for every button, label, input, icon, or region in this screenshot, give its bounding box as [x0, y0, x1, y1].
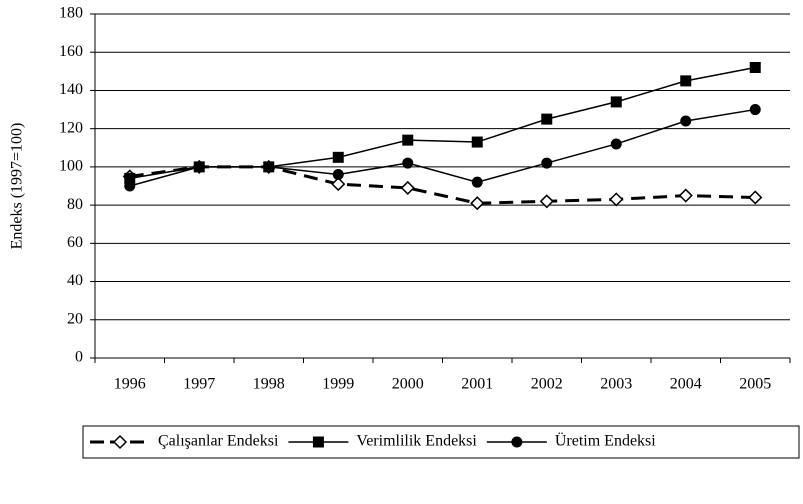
- y-tick-label: 60: [67, 234, 83, 251]
- x-tick-label: 1997: [183, 376, 215, 393]
- marker: [402, 134, 414, 146]
- marker: [400, 180, 415, 195]
- marker: [263, 161, 275, 173]
- y-tick-label: 20: [67, 310, 83, 327]
- y-tick-label: 180: [59, 5, 83, 22]
- series-line: [129, 66, 756, 180]
- marker: [539, 194, 554, 209]
- y-tick-label: 140: [59, 81, 83, 98]
- x-tick-label: 1999: [322, 376, 354, 393]
- marker: [680, 115, 692, 127]
- marker: [471, 176, 483, 188]
- y-axis-title: Endeks (1997=100): [9, 123, 26, 250]
- marker: [402, 157, 414, 169]
- x-tick-label: 2001: [461, 376, 493, 393]
- marker: [749, 104, 761, 116]
- marker: [332, 151, 344, 163]
- marker: [541, 157, 553, 169]
- marker: [124, 180, 136, 192]
- series-line: [129, 165, 756, 205]
- y-tick-label: 100: [59, 158, 83, 175]
- x-tick-label: 2003: [600, 376, 632, 393]
- marker: [609, 192, 624, 207]
- y-tick-label: 160: [59, 43, 83, 60]
- x-tick-label: 1996: [114, 376, 146, 393]
- x-tick-label: 2005: [739, 376, 771, 393]
- marker: [112, 434, 128, 450]
- marker: [332, 169, 344, 181]
- marker: [470, 196, 485, 211]
- marker: [749, 62, 761, 74]
- y-tick-label: 120: [59, 119, 83, 136]
- marker: [680, 75, 692, 87]
- marker: [678, 188, 693, 203]
- y-tick-label: 0: [75, 349, 83, 366]
- marker: [610, 96, 622, 108]
- marker: [193, 161, 205, 173]
- marker: [331, 177, 346, 192]
- legend-label: Verimlilik Endeksi: [356, 433, 477, 450]
- legend-label: Üretim Endeksi: [555, 432, 656, 450]
- marker: [471, 136, 483, 148]
- y-tick-label: 40: [67, 272, 83, 289]
- y-tick-label: 80: [67, 196, 83, 213]
- marker: [541, 113, 553, 125]
- marker: [610, 138, 622, 150]
- marker: [312, 436, 324, 448]
- legend-label: Çalışanlar Endeksi: [158, 433, 279, 450]
- series-line: [129, 108, 756, 187]
- marker: [511, 436, 523, 448]
- x-tick-label: 1998: [253, 376, 285, 393]
- marker: [748, 190, 763, 205]
- x-tick-label: 2002: [531, 376, 563, 393]
- x-tick-label: 2004: [670, 376, 702, 393]
- x-tick-label: 2000: [392, 376, 424, 393]
- legend-box: [82, 425, 800, 459]
